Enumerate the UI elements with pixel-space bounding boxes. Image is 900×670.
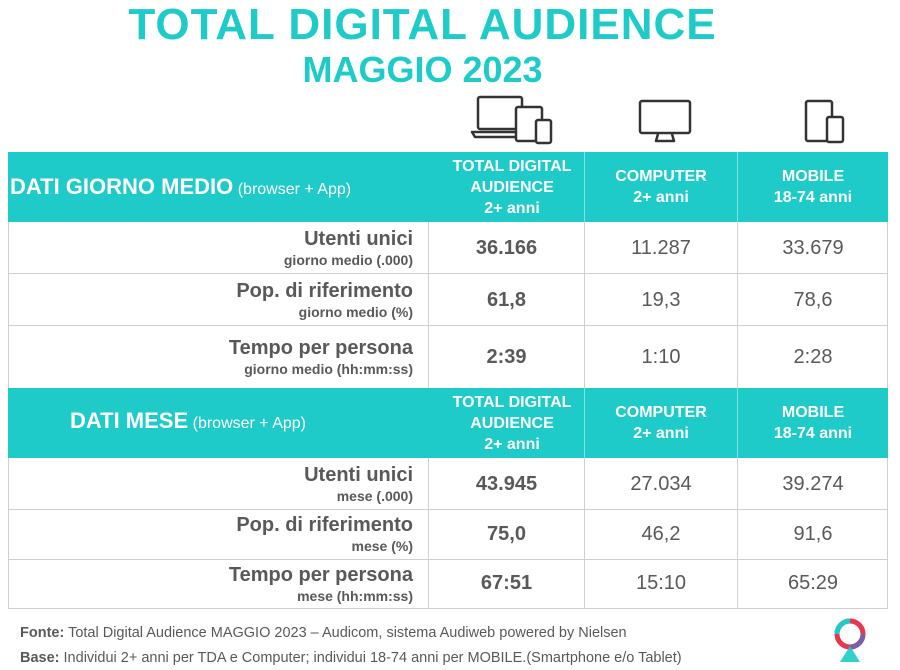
cell-tda: 75,0: [487, 522, 526, 545]
section-header-day: DATI GIORNO MEDIO (browser + App) TOTAL …: [8, 152, 888, 222]
section-label: DATI MESE: [70, 408, 189, 433]
cell-computer: 46,2: [641, 522, 681, 545]
cell-computer: 1:10: [641, 345, 681, 368]
cell-tda: 67:51: [480, 572, 533, 594]
column-header-mobile: MOBILE 18-74 anni: [773, 168, 853, 206]
page-title: TOTAL DIGITAL AUDIENCE: [128, 0, 717, 49]
column-header-computer: COMPUTER 2+ anni: [615, 404, 707, 442]
table-row: Tempo per persona giorno medio (hh:mm:ss)…: [8, 326, 888, 388]
table-frame: [8, 152, 888, 609]
cell-tda: 2:39: [486, 345, 527, 368]
table-row: Utenti unici mese (.000) 43.945 27.034 39…: [8, 458, 888, 510]
table-row: Pop. di riferimento mese (%) 75,0 46,2 91…: [8, 508, 888, 560]
table-row: Pop. di riferimento giorno medio (%) 61,8…: [8, 274, 888, 326]
cell-mobile: 33.679: [782, 236, 844, 259]
cell-computer: 15:10: [635, 572, 687, 594]
cell-mobile: 65:29: [787, 572, 839, 594]
column-header-computer: COMPUTER 2+ anni: [615, 168, 707, 206]
cell-mobile: 39.274: [782, 472, 844, 495]
cell-tda: 61,8: [487, 288, 526, 311]
cell-computer: 19,3: [641, 288, 681, 311]
footer-base: Base: Individui 2+ anni per TDA e Comput…: [20, 650, 682, 666]
footer-source: Fonte: Total Digital Audience MAGGIO 202…: [20, 625, 627, 641]
cell-tda: 36.166: [475, 236, 538, 259]
cell-computer: 11.287: [631, 236, 691, 259]
cell-mobile: 78,6: [793, 288, 833, 311]
audicom-logo-icon: [832, 618, 868, 669]
all-devices-icon: [470, 94, 554, 146]
cell-computer: 27.034: [630, 472, 692, 495]
cell-tda: 43.945: [475, 472, 538, 495]
cell-mobile: 2:28: [793, 345, 833, 368]
column-header-tda: TOTAL DIGITAL AUDIENCE 2+ anni: [452, 393, 572, 453]
column-header-tda: TOTAL DIGITAL AUDIENCE 2+ anni: [452, 157, 572, 217]
section-label-note: (browser + App): [192, 415, 306, 432]
section-header-month: DATI MESE (browser + App) TOTAL DIGITAL …: [8, 388, 888, 458]
section-label-note: (browser + App): [237, 181, 352, 198]
computer-monitor-icon: [638, 99, 692, 143]
page-subtitle: MAGGIO 2023: [302, 49, 543, 90]
column-header-mobile: MOBILE 18-74 anni: [773, 404, 853, 442]
table-row: Tempo per persona mese (hh:mm:ss) 67:51 1…: [8, 558, 888, 609]
section-label: DATI GIORNO MEDIO: [10, 174, 234, 199]
mobile-devices-icon: [803, 99, 847, 145]
table-row: Utenti unici giorno medio (.000) 36.166 1…: [8, 222, 888, 274]
cell-mobile: 91,6: [793, 522, 833, 545]
